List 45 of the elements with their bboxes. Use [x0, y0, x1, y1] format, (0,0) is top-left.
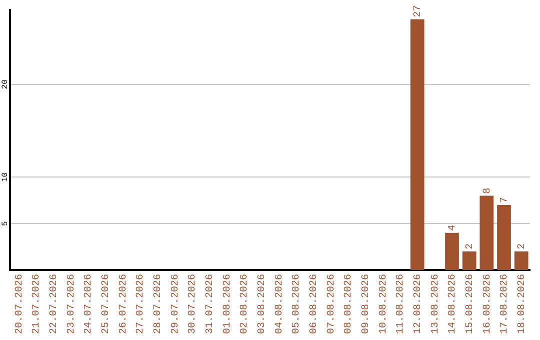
x-tick-label: 29.07.2026: [170, 274, 182, 334]
data-label: 2: [516, 243, 528, 250]
x-tick-label: 10.08.2026: [378, 274, 390, 334]
x-tick-label: 17.08.2026: [500, 274, 511, 334]
x-tick-label: 08.08.2026: [344, 274, 355, 334]
bar: [497, 204, 511, 270]
bar: [410, 19, 424, 270]
bar: [462, 251, 476, 270]
x-tick-label: 13.08.2026: [430, 274, 442, 334]
x-tick-label: 01.08.2026: [222, 274, 234, 334]
x-tick-label: 23.07.2026: [66, 274, 78, 334]
x-tick-label: 16.08.2026: [482, 274, 494, 334]
data-label: 4: [448, 224, 459, 231]
x-tick-label: 31.07.2026: [204, 274, 216, 334]
x-tick-label: 02.08.2026: [240, 274, 251, 334]
x-tick-label: 24.07.2026: [84, 274, 95, 334]
x-tick-label: 22.07.2026: [48, 274, 60, 334]
x-tick-label: 28.07.2026: [152, 274, 164, 334]
y-tick-label: 20: [1, 79, 10, 90]
bar: [514, 251, 528, 270]
x-tick-label: 07.08.2026: [326, 274, 338, 334]
x-tick-label: 25.07.2026: [100, 274, 112, 334]
data-label: 7: [500, 196, 511, 203]
x-tick-label: 09.08.2026: [360, 274, 372, 334]
x-tick-label: 04.08.2026: [274, 274, 286, 334]
x-tick-label: 03.08.2026: [256, 274, 268, 334]
x-tick-label: 05.08.2026: [292, 274, 303, 334]
bar: [445, 232, 459, 270]
x-tick-label: 15.08.2026: [464, 274, 476, 334]
y-tick-label: 10: [1, 172, 10, 182]
bar: [480, 196, 494, 270]
x-tick-label: 27.07.2026: [136, 274, 147, 334]
data-label: 2: [464, 243, 476, 250]
x-tick-label: 14.08.2026: [448, 274, 459, 334]
data-label: 8: [482, 188, 494, 194]
x-tick-label: 11.08.2026: [396, 274, 407, 334]
x-tick-label: 30.07.2026: [188, 274, 199, 334]
x-tick-label: 12.08.2026: [412, 274, 424, 334]
x-tick-label: 06.08.2026: [308, 274, 320, 334]
x-tick-label: 21.07.2026: [32, 274, 43, 334]
y-tick-label: 5: [1, 220, 10, 226]
data-label: 27: [412, 5, 424, 18]
x-tick-label: 26.07.2026: [118, 274, 130, 334]
x-tick-label: 20.07.2026: [14, 274, 26, 334]
x-tick-label: 18.08.2026: [516, 274, 528, 334]
